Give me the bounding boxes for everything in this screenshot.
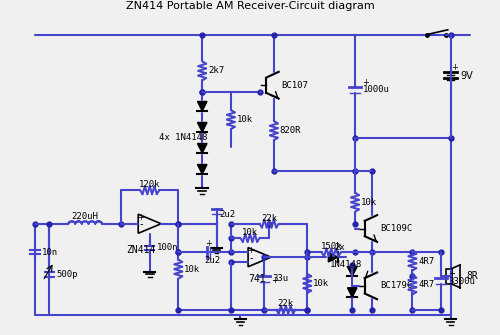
Polygon shape bbox=[348, 288, 357, 297]
Text: -: - bbox=[249, 253, 252, 263]
Text: +: + bbox=[452, 63, 458, 72]
Text: +: + bbox=[205, 239, 212, 248]
Text: 2x: 2x bbox=[334, 243, 345, 252]
Text: +: + bbox=[138, 213, 144, 222]
Text: 2u2: 2u2 bbox=[204, 256, 220, 265]
Text: 10k: 10k bbox=[361, 198, 377, 207]
Text: 10k: 10k bbox=[313, 279, 329, 288]
Text: 1N4148: 1N4148 bbox=[330, 260, 362, 269]
Text: 2u2: 2u2 bbox=[220, 210, 236, 219]
Text: 1000u: 1000u bbox=[362, 85, 390, 94]
Text: 2k7: 2k7 bbox=[208, 66, 224, 75]
Text: 22k: 22k bbox=[261, 213, 277, 222]
Text: 22k: 22k bbox=[278, 299, 294, 309]
Text: 33u: 33u bbox=[272, 274, 288, 283]
Text: 500p: 500p bbox=[56, 270, 78, 279]
Text: +: + bbox=[271, 276, 278, 285]
Text: ZN414: ZN414 bbox=[126, 246, 155, 256]
Bar bbox=[446, 269, 452, 284]
Text: 4x 1N4148: 4x 1N4148 bbox=[159, 133, 208, 142]
Text: 100n: 100n bbox=[156, 243, 178, 252]
Text: 820R: 820R bbox=[280, 126, 301, 135]
Text: 120k: 120k bbox=[139, 180, 160, 189]
Text: BC107: BC107 bbox=[282, 81, 308, 90]
Polygon shape bbox=[348, 267, 357, 276]
Title: ZN414 Portable AM Receiver-Circuit diagram: ZN414 Portable AM Receiver-Circuit diagr… bbox=[126, 1, 374, 11]
Polygon shape bbox=[198, 143, 207, 153]
Text: 9V: 9V bbox=[460, 71, 473, 81]
Text: 10k: 10k bbox=[184, 265, 200, 274]
Polygon shape bbox=[198, 102, 207, 111]
Text: +: + bbox=[362, 78, 368, 87]
Text: 150k: 150k bbox=[320, 242, 342, 251]
Polygon shape bbox=[328, 252, 338, 262]
Text: 10n: 10n bbox=[42, 248, 58, 257]
Text: +: + bbox=[248, 246, 254, 255]
Text: BC109C: BC109C bbox=[380, 224, 412, 233]
Text: 10k: 10k bbox=[236, 115, 252, 124]
Text: 8R: 8R bbox=[466, 271, 477, 281]
Polygon shape bbox=[198, 123, 207, 132]
Text: -: - bbox=[140, 219, 143, 229]
Polygon shape bbox=[198, 164, 207, 174]
Text: BC179C: BC179C bbox=[380, 281, 412, 290]
Text: 4R7: 4R7 bbox=[418, 280, 434, 289]
Text: 741: 741 bbox=[248, 274, 266, 284]
Text: 10k: 10k bbox=[242, 228, 258, 237]
Text: +: + bbox=[448, 269, 454, 278]
Text: 4R7: 4R7 bbox=[418, 257, 434, 266]
Text: 220uH: 220uH bbox=[72, 212, 99, 221]
Text: 3300u: 3300u bbox=[448, 277, 475, 285]
